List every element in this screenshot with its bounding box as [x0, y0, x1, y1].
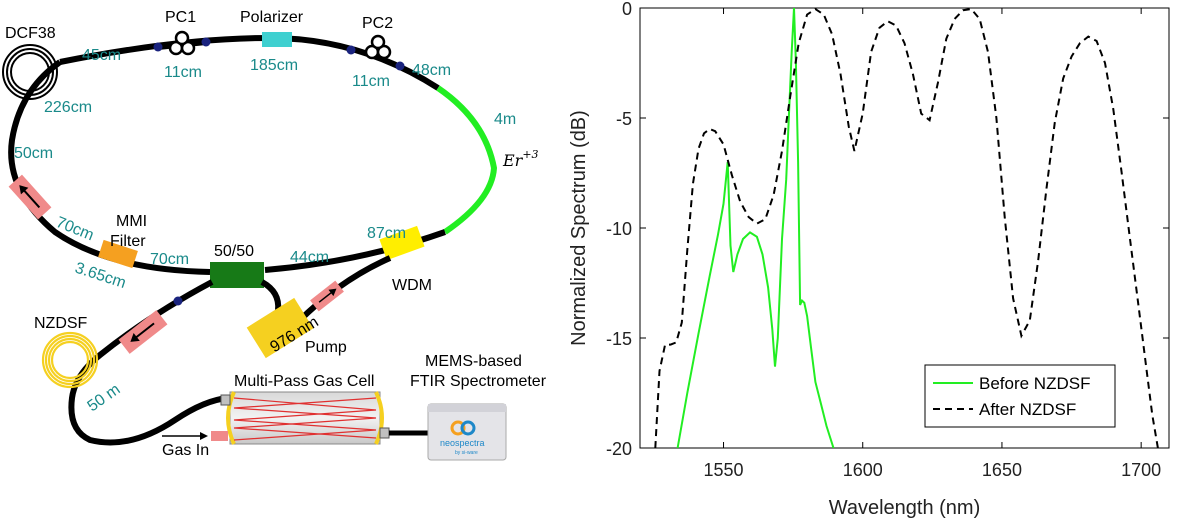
- cavity-gain-fiber: [436, 85, 498, 235]
- series-line-before-nzdsf: [676, 8, 835, 448]
- y-tick-label: -20: [606, 439, 632, 459]
- fiber-laser-setup-diagram: DCF38 PC1 Polarizer PC2 45cm 11cm 185cm …: [0, 0, 565, 521]
- polarizer-label: Polarizer: [240, 9, 304, 26]
- length-185cm-label: 185cm: [250, 57, 298, 74]
- erbium-base: Er: [502, 151, 524, 170]
- legend-box: [924, 364, 1116, 428]
- y-tick-label: -10: [606, 219, 632, 239]
- y-tick-label: 0: [622, 0, 632, 19]
- length-70cm-right-label: 70cm: [150, 251, 189, 268]
- gas-inlet-icon: [211, 431, 228, 441]
- dcf-coil-icon: [2, 44, 58, 100]
- chart-svg: 1550 1600 1650 1700 0 -5 -10 -15 -20 Wavelength (…: [568, 0, 1170, 519]
- length-226cm-label: 226cm: [44, 99, 92, 116]
- mems-label-line2: FTIR Spectrometer: [410, 373, 547, 390]
- mmi-label-line2: Filter: [110, 233, 146, 250]
- pc2-icon: [346, 34, 405, 71]
- y-axis-label: Normalized Spectrum (dB): [568, 110, 590, 346]
- pump-fiber: [295, 255, 392, 325]
- spectrometer-icon: [427, 403, 507, 461]
- x-tick-label: 1600: [843, 460, 883, 480]
- length-4m-label: 4m: [494, 111, 516, 128]
- gas-cell-icon: [220, 391, 390, 445]
- length-50m-label: 50 m: [85, 381, 124, 415]
- erbium-superscript: +3: [522, 148, 538, 161]
- length-3-65cm-label: 3.65cm: [73, 260, 128, 292]
- pump-laser-icon: [246, 297, 314, 359]
- nzdsf-label: NZDSF: [34, 315, 88, 332]
- coupler-icon: [210, 262, 264, 288]
- length-11cm-pc1-label: 11cm: [164, 64, 202, 81]
- mmi-label-line1: MMI: [116, 213, 147, 230]
- gas-in-label: Gas In: [162, 442, 209, 459]
- y-tick-label: -5: [616, 109, 632, 129]
- brand-sub-label: by si-ware: [455, 450, 478, 456]
- x-tick-label: 1650: [982, 460, 1022, 480]
- nzdsf-coil-icon: [41, 331, 99, 389]
- isolator-left-icon: [8, 174, 52, 220]
- coupler-loop-fiber: [260, 279, 282, 311]
- coupler-label: 50/50: [214, 243, 254, 260]
- length-50cm-label: 50cm: [14, 145, 53, 162]
- wdm-icon: [379, 225, 425, 261]
- length-70cm-left-label: 70cm: [54, 214, 97, 244]
- legend-entry: Before NZDSF: [979, 374, 1090, 393]
- length-44cm-label: 44cm: [290, 249, 329, 266]
- length-11cm-pc2-label: 11cm: [352, 73, 390, 90]
- diagram-svg: DCF38 PC1 Polarizer PC2 45cm 11cm 185cm …: [2, 9, 547, 461]
- spectrum-chart: 1550 1600 1650 1700 0 -5 -10 -15 -20 Wavelength (…: [565, 0, 1179, 521]
- x-axis-label: Wavelength (nm): [829, 497, 981, 519]
- brand-label: neospectra: [440, 438, 485, 448]
- pump-label: Pump: [305, 339, 347, 356]
- polarizer-icon: [262, 32, 292, 47]
- gas-cell-label: Multi-Pass Gas Cell: [234, 373, 374, 390]
- length-45cm-label: 45cm: [82, 47, 121, 64]
- isolator-output-icon: [118, 310, 168, 354]
- series-line-after-nzdsf: [654, 8, 1159, 448]
- pc1-icon: [153, 30, 211, 56]
- mems-label-line1: MEMS-based: [425, 353, 522, 370]
- dcf-label: DCF38: [5, 25, 56, 42]
- x-tick-label: 1550: [704, 460, 744, 480]
- isolator-pump-icon: [310, 280, 344, 312]
- cavity-fiber-bottom-right: [264, 229, 446, 273]
- length-87cm-label: 87cm: [367, 225, 406, 242]
- legend-entry: After NZDSF: [979, 400, 1076, 419]
- pc1-label: PC1: [165, 9, 196, 26]
- x-tick-label: 1700: [1121, 460, 1161, 480]
- length-48cm-label: 48cm: [412, 62, 451, 79]
- y-tick-label: -15: [606, 329, 632, 349]
- wdm-label: WDM: [392, 277, 432, 294]
- pc2-label: PC2: [362, 15, 393, 32]
- erbium-label: Er+3: [502, 148, 539, 170]
- connector-icon: [173, 296, 183, 306]
- mmi-filter-icon: [98, 239, 138, 269]
